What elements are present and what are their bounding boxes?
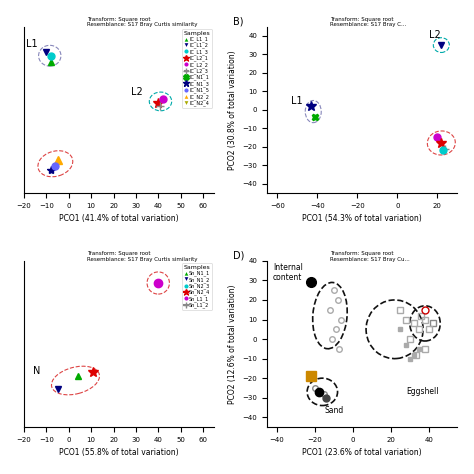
Text: Sand: Sand (324, 406, 344, 415)
X-axis label: PCO1 (54.3% of total variation): PCO1 (54.3% of total variation) (302, 214, 422, 223)
Text: N: N (33, 366, 40, 376)
X-axis label: PCO1 (41.4% of total variation): PCO1 (41.4% of total variation) (59, 214, 179, 223)
Text: D): D) (233, 251, 245, 261)
X-axis label: PCO1 (23.6% of total variation): PCO1 (23.6% of total variation) (302, 448, 422, 457)
Text: B): B) (233, 17, 244, 27)
Text: Internal
content: Internal content (273, 263, 303, 283)
Text: L2: L2 (131, 87, 143, 97)
Text: Transform: Square root
Resemblance: S17 Bray C...: Transform: Square root Resemblance: S17 … (330, 17, 406, 27)
X-axis label: PCO1 (55.8% of total variation): PCO1 (55.8% of total variation) (59, 448, 179, 457)
Text: L1: L1 (291, 96, 303, 106)
Y-axis label: PCO2 (30.8% of total variation): PCO2 (30.8% of total variation) (228, 50, 237, 170)
Text: Transform: Square root
Resemblance: S17 Bray Curtis similarity: Transform: Square root Resemblance: S17 … (87, 17, 197, 27)
Legend: Sn_N1_1, Sn_N1_2, Sn_N2_3, Sn_N2_4, Sn_L1_1, Sn_L1_2: Sn_N1_1, Sn_N1_2, Sn_N2_3, Sn_N2_4, Sn_L… (182, 263, 212, 310)
Text: L2: L2 (429, 30, 441, 40)
Text: Eggshell: Eggshell (406, 387, 438, 396)
Text: L1: L1 (26, 39, 38, 49)
Text: Transform: Square root
Resemblance: S17 Bray Curtis similarity: Transform: Square root Resemblance: S17 … (87, 251, 197, 262)
Y-axis label: PCO2 (12.6% of total variation): PCO2 (12.6% of total variation) (228, 284, 237, 404)
Text: Transform: Square root
Resemblance: S17 Bray Cu...: Transform: Square root Resemblance: S17 … (330, 251, 410, 262)
Legend: IC_L1_1, IC_L1_2, IC_L1_3, IC_L2_1, IC_L2_2, IC_L2_3, IC_N1_1, IC_N1_3, IC_N1_5,: IC_L1_1, IC_L1_2, IC_L1_3, IC_L2_1, IC_L… (182, 29, 212, 108)
